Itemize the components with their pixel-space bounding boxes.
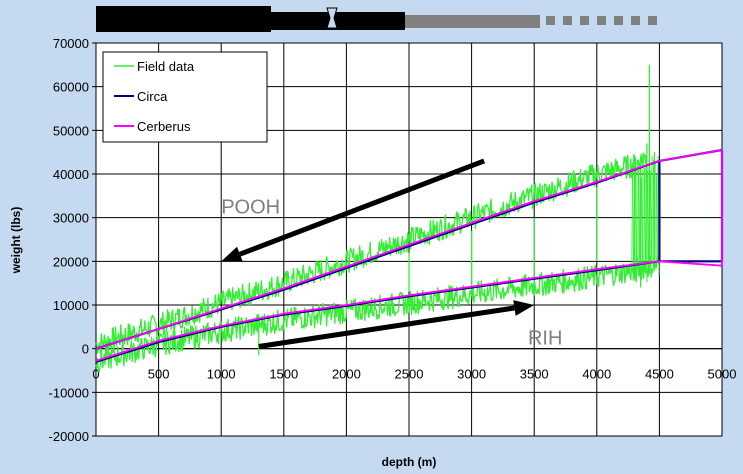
arrow-shaft [238, 158, 486, 257]
y-tick-label: 40000 [53, 167, 89, 182]
series-cerberus-line [95, 149, 723, 350]
x-tick-label: 2500 [395, 367, 424, 382]
header-dash [631, 16, 640, 25]
header-dash [648, 16, 657, 25]
annotation-rih: RIH [528, 327, 562, 349]
x-tick-label: 5000 [708, 367, 737, 382]
y-axis-title: weight (lbs) [9, 207, 23, 275]
y-tick-label: 60000 [53, 80, 89, 95]
x-tick-label: 2000 [332, 367, 361, 382]
legend-label-cerberus: Cerberus [137, 119, 191, 134]
legend-label-field-data: Field data [137, 59, 195, 74]
header-dash [563, 16, 572, 25]
arrows-layer [221, 158, 535, 349]
header-dash [546, 16, 555, 25]
header-bar-connector-icon [326, 7, 338, 29]
header-bar [96, 6, 657, 32]
x-axis-title: depth (m) [382, 455, 437, 469]
header-bar-dashed [546, 16, 657, 25]
series-field-data-oscillation [631, 162, 634, 271]
y-tick-label: 70000 [53, 36, 89, 51]
y-tick-label: 50000 [53, 123, 89, 138]
series-cerberus-line [95, 260, 723, 362]
series-layer [95, 64, 724, 373]
series-field-data-oscillation [637, 159, 640, 270]
series-field-data-oscillation [655, 175, 658, 259]
series-field-data-oscillation [653, 162, 656, 272]
x-tick-label: 1000 [207, 367, 236, 382]
y-tick-label: 10000 [53, 298, 89, 313]
legend-label-circa: Circa [137, 89, 168, 104]
arrow-head [513, 300, 535, 316]
header-bar-medium [270, 12, 405, 30]
x-tick-label: 4500 [645, 367, 674, 382]
x-tick-label: 1500 [269, 367, 298, 382]
y-tick-labels: -20000 -10000 0 10000 20000 30000 40000 50000 60… [49, 36, 89, 444]
header-bar-pipe [405, 15, 540, 28]
legend: Field data Circa Cerberus [102, 51, 268, 143]
x-tick-label: 3500 [520, 367, 549, 382]
series-field-data-oscillation [640, 177, 643, 269]
header-bar-thick [96, 6, 271, 32]
series-field-data-oscillation [652, 159, 655, 261]
series-field-data-oscillation [649, 170, 652, 259]
x-tick-label: 3000 [457, 367, 486, 382]
x-tick-label: 4000 [582, 367, 611, 382]
series-field-data-oscillation [632, 175, 635, 281]
y-tick-label: -10000 [49, 385, 89, 400]
x-tick-label: 500 [148, 367, 170, 382]
y-tick-label: 20000 [53, 254, 89, 269]
series-field-data-oscillation [643, 167, 646, 278]
x-tick-label: 0 [92, 367, 99, 382]
x-tick-labels: 0 500 1000 1500 2000 2500 3000 3500 4000 4500 5000 [92, 367, 736, 382]
series-field-data-oscillation [634, 156, 637, 282]
series-field-data-oscillation [656, 155, 659, 261]
arrow-head [221, 246, 243, 262]
y-tick-label: -20000 [49, 429, 89, 444]
annotations-layer: POOH RIH [221, 196, 562, 349]
series-field-data-oscillation [647, 160, 650, 272]
header-dash [597, 16, 606, 25]
y-tick-label: 30000 [53, 211, 89, 226]
y-tick-label: 0 [82, 342, 89, 357]
series-field-data-oscillation [650, 155, 653, 264]
arrow-shaft [258, 305, 515, 349]
header-dash [580, 16, 589, 25]
series-field-data-oscillation [644, 155, 647, 272]
header-dash [614, 16, 623, 25]
series-field-data-oscillation [638, 163, 641, 261]
annotation-pooh: POOH [221, 196, 280, 218]
series-field-data-oscillation [641, 152, 644, 273]
